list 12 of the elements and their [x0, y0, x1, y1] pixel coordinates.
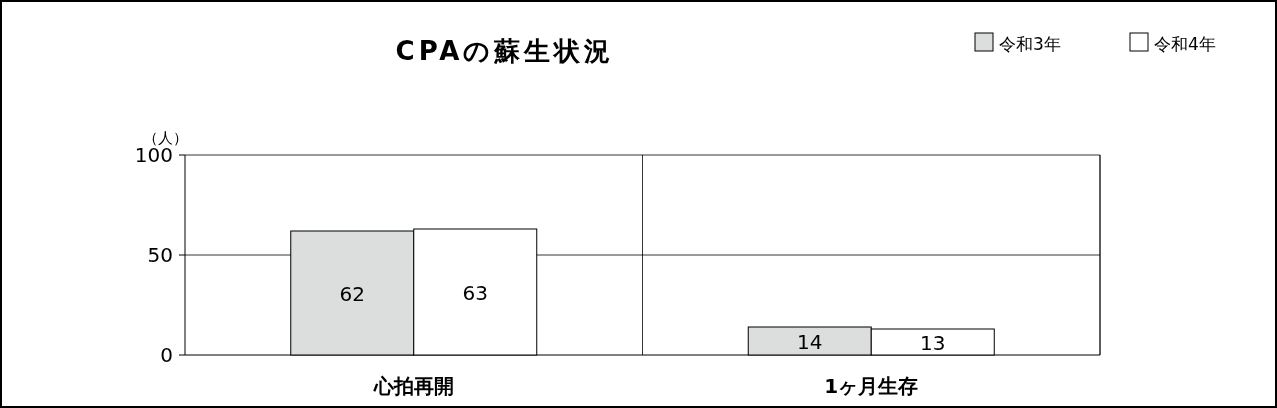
data-label: 14	[797, 330, 823, 354]
data-label: 62	[339, 282, 365, 306]
y-tick-label: 50	[147, 243, 173, 267]
data-label: 13	[920, 331, 946, 355]
y-tick-label: 0	[160, 343, 173, 367]
y-axis-title: （人）	[142, 129, 188, 147]
x-tick-label: 1ヶ月生存	[824, 374, 919, 398]
data-label: 63	[462, 281, 488, 305]
legend-label: 令和3年	[999, 34, 1061, 54]
chart-title: CPAの蘇生状況	[395, 36, 615, 66]
legend-label: 令和4年	[1154, 34, 1216, 54]
x-tick-label: 心拍再開	[372, 374, 454, 398]
